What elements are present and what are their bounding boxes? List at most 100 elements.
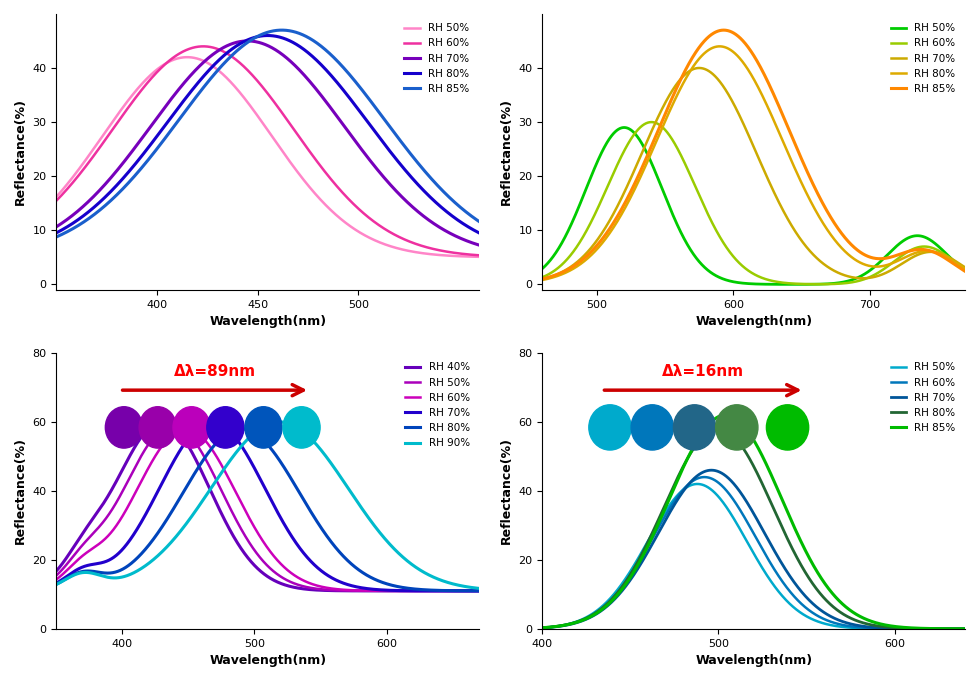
RH 70% [958,624,970,633]
RH 60% [231,490,243,498]
RH 85% [276,26,288,34]
RH 90% [472,584,484,592]
RH 80% [472,229,484,237]
RH 60% [812,280,823,288]
RH 60% [958,624,970,633]
Line: RH 50%: RH 50% [56,426,478,591]
RH 50% [951,260,962,268]
Line: RH 85%: RH 85% [542,30,964,279]
RH 60% [123,499,135,507]
RH 50% [50,193,62,201]
RH 50% [617,123,629,131]
RH 60% [557,621,569,629]
RH 60% [951,259,962,268]
Line: RH 80%: RH 80% [542,46,964,280]
RH 80% [461,222,472,230]
X-axis label: Wavelength(nm): Wavelength(nm) [694,654,812,667]
RH 50% [690,480,702,488]
RH 50% [212,481,224,489]
RH 80% [99,569,111,577]
RH 80% [950,259,961,268]
RH 85% [950,262,961,270]
RH 60% [946,624,957,633]
RH 80% [609,220,621,228]
RH 85% [868,618,880,627]
RH 70% [536,624,548,632]
RH 90% [123,571,135,579]
RH 60% [741,520,753,528]
RH 50% [716,274,728,283]
RH 60% [698,203,710,211]
RH 80% [946,624,957,633]
Ellipse shape [673,405,715,450]
RH 70% [99,558,111,566]
RH 80% [698,49,710,57]
RH 80% [741,452,753,460]
RH 70% [242,37,253,45]
RH 70% [212,419,224,427]
Line: RH 60%: RH 60% [542,477,964,629]
RH 70% [741,500,753,508]
Line: RH 60%: RH 60% [542,122,964,284]
RH 50% [698,264,710,272]
Line: RH 80%: RH 80% [542,429,964,629]
RH 80% [465,587,476,595]
RH 70% [950,258,961,266]
RH 80% [231,425,243,433]
RH 60% [180,425,192,433]
RH 85% [383,122,395,130]
Ellipse shape [588,405,631,450]
RH 90% [465,584,476,592]
RH 85% [557,621,569,629]
RH 50% [256,118,268,126]
RH 80% [72,216,84,224]
Line: RH 80%: RH 80% [56,35,478,233]
RH 60% [472,251,484,259]
RH 80% [905,251,916,259]
X-axis label: Wavelength(nm): Wavelength(nm) [209,654,326,667]
RH 80% [261,31,273,39]
Legend: RH 40%, RH 50%, RH 60%, RH 70%, RH 80%, RH 90%: RH 40%, RH 50%, RH 60%, RH 70%, RH 80%, … [400,358,473,452]
RH 50% [785,281,797,289]
RH 70% [946,624,957,633]
RH 85% [584,248,596,256]
RH 70% [383,180,395,188]
RH 80% [536,276,548,284]
RH 80% [713,42,725,50]
RH 85% [946,624,957,633]
RH 60% [905,246,916,254]
RH 70% [692,64,704,72]
RH 70% [557,622,569,630]
RH 80% [958,624,970,633]
RH 80% [50,580,62,588]
RH 80% [123,560,135,569]
RH 60% [645,118,656,126]
RH 80% [472,587,484,595]
Line: RH 80%: RH 80% [56,429,478,591]
RH 70% [472,241,484,249]
RH 80% [868,622,880,630]
RH 80% [50,229,62,237]
RH 85% [905,247,916,255]
RH 80% [712,425,724,433]
RH 80% [716,43,728,51]
RH 85% [461,208,472,217]
RH 70% [609,206,621,214]
RH 50% [946,624,957,633]
RH 60% [50,575,62,584]
RH 50% [244,103,256,111]
Text: Δλ=16nm: Δλ=16nm [661,364,743,379]
Line: RH 50%: RH 50% [542,484,964,629]
RH 90% [274,418,286,426]
Line: RH 60%: RH 60% [56,46,478,255]
RH 85% [958,267,970,275]
RH 50% [166,422,178,430]
RH 70% [50,579,62,587]
RH 60% [697,473,709,481]
RH 70% [461,237,472,245]
RH 60% [212,456,224,464]
RH 70% [472,587,484,595]
RH 85% [72,221,84,229]
RH 85% [717,26,729,34]
RH 60% [946,624,957,633]
